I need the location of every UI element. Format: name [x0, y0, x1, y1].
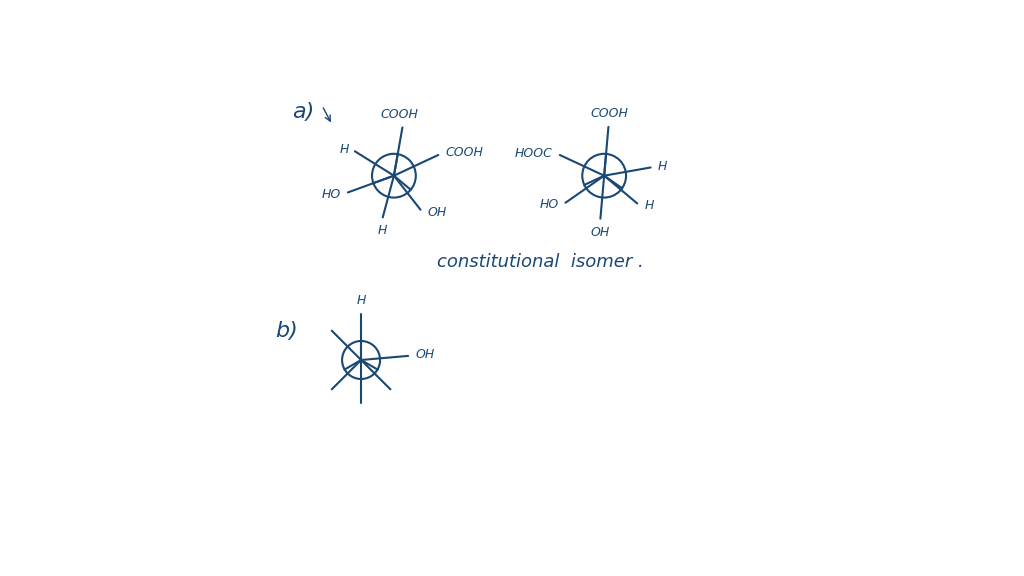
- Text: HO: HO: [322, 188, 341, 200]
- Text: COOH: COOH: [381, 108, 419, 120]
- Text: a): a): [292, 103, 314, 122]
- Text: H: H: [657, 160, 667, 173]
- Text: COOH: COOH: [445, 146, 483, 159]
- Text: COOH: COOH: [591, 107, 629, 120]
- Text: H: H: [378, 224, 387, 237]
- Text: HOOC: HOOC: [515, 147, 553, 160]
- Text: H: H: [340, 143, 349, 156]
- Text: HO: HO: [540, 198, 558, 211]
- Text: constitutional  isomer .: constitutional isomer .: [437, 253, 644, 271]
- Text: OH: OH: [427, 206, 446, 218]
- Text: OH: OH: [591, 226, 610, 238]
- Text: OH: OH: [415, 348, 434, 361]
- Text: b): b): [274, 321, 297, 341]
- Text: H: H: [356, 294, 366, 307]
- Text: H: H: [644, 199, 653, 212]
